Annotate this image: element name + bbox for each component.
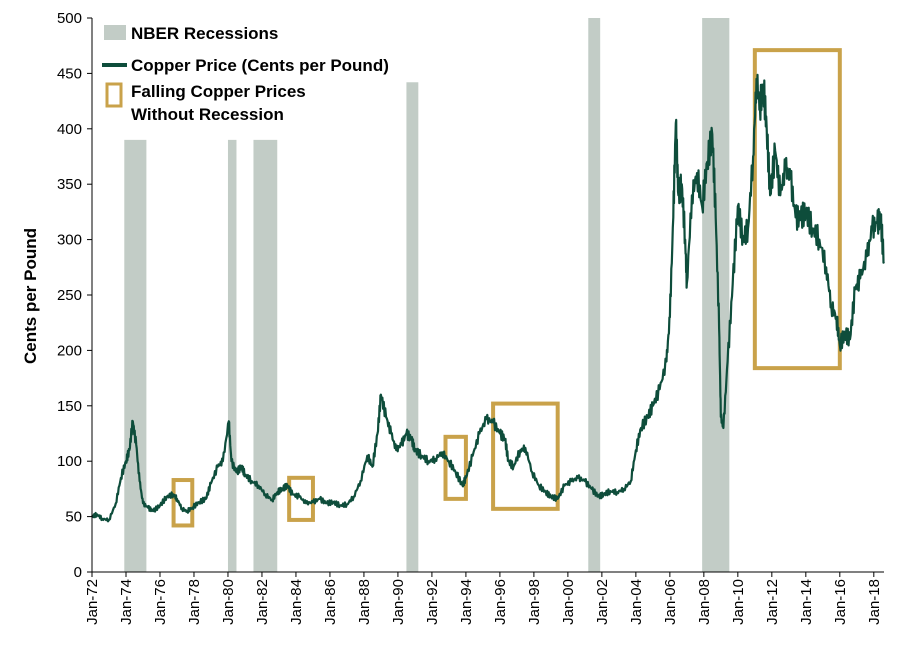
x-tick-label-Jan-90: Jan-90 [390,579,407,625]
x-tick-label-Jan-18: Jan-18 [866,579,883,625]
x-tick-label-Jan-00: Jan-00 [560,579,577,625]
highlight-box-1 [171,478,195,528]
x-tick-label-Jan-92: Jan-92 [424,579,441,625]
x-tick-label-Jan-12: Jan-12 [764,579,781,625]
legend: NBER Recessions Copper Price (Cents per P… [102,24,389,124]
x-tick-label-Jan-08: Jan-08 [696,579,713,625]
x-tick-label-Jan-84: Jan-84 [288,579,305,625]
y-tick-label-150: 150 [57,398,82,415]
recession-band-2 [227,139,237,572]
y-tick-label-400: 400 [57,121,82,138]
recession-band-6 [702,18,730,572]
x-tick-label-Jan-74: Jan-74 [118,579,135,625]
x-tick-label-Jan-98: Jan-98 [526,579,543,625]
legend-swatch-box [105,82,123,108]
x-tick-label-Jan-10: Jan-10 [730,579,747,625]
recession-band-1 [124,139,147,572]
y-tick-label-300: 300 [57,232,82,249]
y-tick-label-500: 500 [57,10,82,27]
recession-bands [124,18,730,572]
x-tick-label-Jan-16: Jan-16 [832,579,849,625]
highlight-box-3 [443,434,468,501]
legend-label-recession: NBER Recessions [131,24,278,43]
y-tick-label-250: 250 [57,287,82,304]
x-tick-label-Jan-02: Jan-02 [594,579,611,625]
x-tick-label-Jan-80: Jan-80 [220,579,237,625]
y-tick-label-200: 200 [57,342,82,359]
x-tick-label-Jan-04: Jan-04 [628,579,645,625]
highlight-box-5 [752,48,842,371]
x-tick-label-Jan-14: Jan-14 [798,579,815,625]
x-tick-label-Jan-94: Jan-94 [458,579,475,625]
x-tick-label-Jan-76: Jan-76 [152,579,169,625]
x-tick-label-Jan-88: Jan-88 [356,579,373,625]
recession-band-4 [406,82,419,572]
series-line-copper-price [91,73,885,523]
legend-label-line: Copper Price (Cents per Pound) [131,56,389,75]
recession-band-5 [588,18,601,572]
legend-label-box-line2: Without Recession [131,105,284,124]
legend-swatch-recession [104,25,126,40]
x-tick-label-Jan-86: Jan-86 [322,579,339,625]
x-tick-label-Jan-96: Jan-96 [492,579,509,625]
recession-band-3 [253,139,278,572]
axes: 0 50 100 150 200 250 300 350 400 450 500 Jan-72 Jan-… [57,10,884,625]
y-axis-title: Cents per Pound [21,228,40,364]
legend-label-box-line1: Falling Copper Prices [131,82,306,101]
y-tick-label-450: 450 [57,65,82,82]
y-tick-label-100: 100 [57,453,82,470]
series-lines [91,73,885,523]
x-tick-label-Jan-78: Jan-78 [186,579,203,625]
y-tick-label-350: 350 [57,176,82,193]
x-tick-label-Jan-06: Jan-06 [662,579,679,625]
x-tick-label-Jan-72: Jan-72 [84,579,101,625]
y-tick-label-50: 50 [65,509,82,526]
y-tick-label-0: 0 [74,564,82,581]
highlight-box-4 [491,401,560,511]
x-tick-label-Jan-82: Jan-82 [254,579,271,625]
